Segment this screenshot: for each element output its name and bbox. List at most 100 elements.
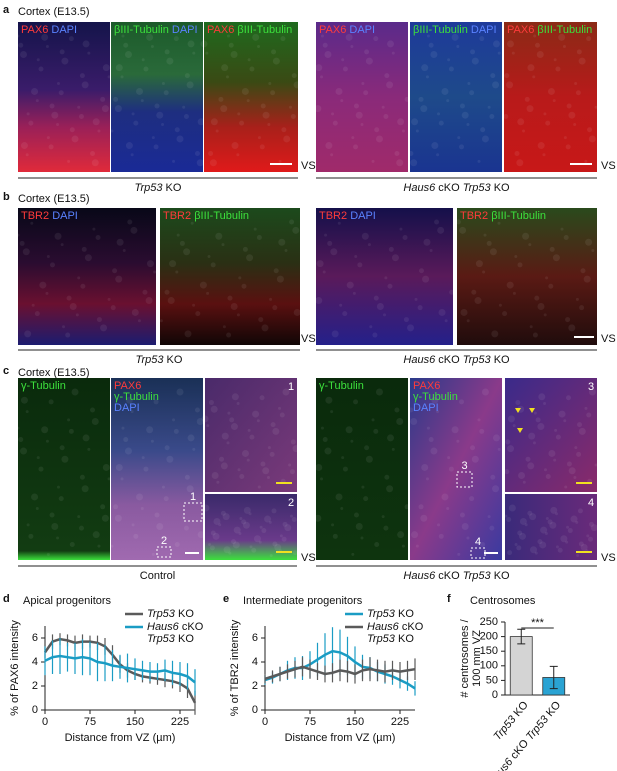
cell-texture [79, 474, 85, 480]
cell-texture [223, 546, 231, 554]
cell-texture [271, 49, 277, 55]
cell-texture [271, 508, 277, 514]
cell-texture [425, 477, 429, 481]
cell-texture [220, 510, 226, 516]
cell-texture [46, 136, 50, 140]
cell-texture [469, 496, 475, 502]
cell-texture [77, 105, 81, 109]
cell-texture [115, 64, 123, 72]
cell-texture [460, 308, 468, 316]
y-axis-label: 100 mm VZ [471, 630, 483, 687]
cell-texture [292, 550, 298, 556]
cell-texture [354, 255, 358, 259]
cell-texture [101, 105, 109, 113]
cell-texture [278, 159, 282, 163]
micrograph [504, 22, 597, 172]
cell-texture [215, 232, 223, 240]
cell-texture [558, 33, 566, 41]
y-tick-label: 200 [480, 631, 498, 643]
group-caption: Trp53 KO [136, 354, 183, 366]
y-axis-label: # centrosomes / [459, 618, 471, 697]
cell-texture [68, 428, 74, 434]
inset-number: 3 [588, 381, 594, 393]
cell-texture [39, 281, 47, 289]
cell-texture [438, 308, 446, 316]
cell-texture [197, 118, 205, 126]
cell-texture [527, 64, 535, 72]
cell-texture [331, 112, 335, 116]
cell-texture [131, 308, 139, 316]
cell-texture [506, 81, 514, 89]
cell-texture [176, 388, 184, 396]
x-tick-label: 0 [42, 716, 48, 728]
series-line [44, 654, 196, 684]
cell-texture [324, 447, 332, 455]
cell-texture [45, 291, 49, 295]
cell-texture [335, 493, 343, 501]
cell-texture [353, 399, 359, 405]
cell-texture [97, 129, 101, 133]
cell-texture [253, 227, 257, 231]
cell-texture [322, 270, 326, 274]
micrograph [18, 22, 110, 172]
cell-texture [415, 129, 419, 133]
cell-texture [350, 439, 354, 443]
cell-texture [249, 545, 253, 549]
cell-texture [82, 40, 90, 48]
ventricular-surface-label: VS [301, 160, 316, 172]
cell-texture [59, 445, 65, 451]
cell-texture [430, 50, 438, 58]
cell-texture [236, 402, 240, 406]
cell-texture [270, 422, 276, 428]
cell-texture [352, 291, 356, 295]
cell-texture [216, 480, 220, 484]
cell-texture [79, 73, 85, 79]
cell-texture [101, 514, 109, 522]
cell-texture [320, 477, 324, 481]
cell-texture [421, 463, 429, 471]
cell-texture [504, 73, 510, 79]
cell-texture [337, 221, 341, 225]
cell-texture [573, 475, 577, 479]
cell-texture [145, 297, 153, 305]
cell-texture [174, 127, 180, 133]
cell-texture [456, 439, 460, 443]
cell-texture [87, 447, 91, 451]
cell-texture [81, 81, 89, 89]
cell-texture [252, 33, 260, 41]
cell-texture [492, 40, 500, 48]
channel-label: PAX6 βIII-Tubulin [507, 24, 592, 36]
channel-name: DAPI [350, 210, 376, 222]
cell-texture [383, 114, 389, 120]
error-bar [517, 628, 526, 645]
cell-texture [578, 57, 586, 65]
cell-texture [291, 73, 297, 79]
legend-label: Trp53 KO [147, 608, 194, 620]
channel-name: DAPI [52, 210, 78, 222]
cell-texture [48, 144, 54, 150]
cell-texture [555, 434, 561, 440]
cell-texture [525, 456, 531, 462]
ventricular-surface-label: VS [601, 333, 616, 345]
cell-texture [69, 542, 75, 548]
channel-name: DAPI [114, 402, 140, 414]
panel-letter: d [3, 593, 10, 605]
cell-texture [361, 232, 369, 240]
channel-label: PAX6 DAPI [319, 24, 375, 36]
group-caption: Trp53 KO [135, 182, 182, 194]
cell-texture [332, 533, 338, 539]
cell-texture [19, 240, 25, 246]
cell-texture [268, 520, 272, 524]
cell-texture [221, 64, 229, 72]
cell-texture [249, 66, 255, 72]
cell-texture [208, 542, 212, 546]
y-tick-label: 0 [32, 704, 38, 716]
cell-texture [293, 308, 301, 316]
cell-texture [330, 410, 334, 414]
cell-texture [210, 262, 216, 268]
cell-texture [272, 305, 278, 311]
cell-texture [414, 297, 418, 301]
cell-texture [375, 135, 383, 143]
cell-texture [230, 50, 238, 58]
cell-texture [469, 90, 475, 96]
